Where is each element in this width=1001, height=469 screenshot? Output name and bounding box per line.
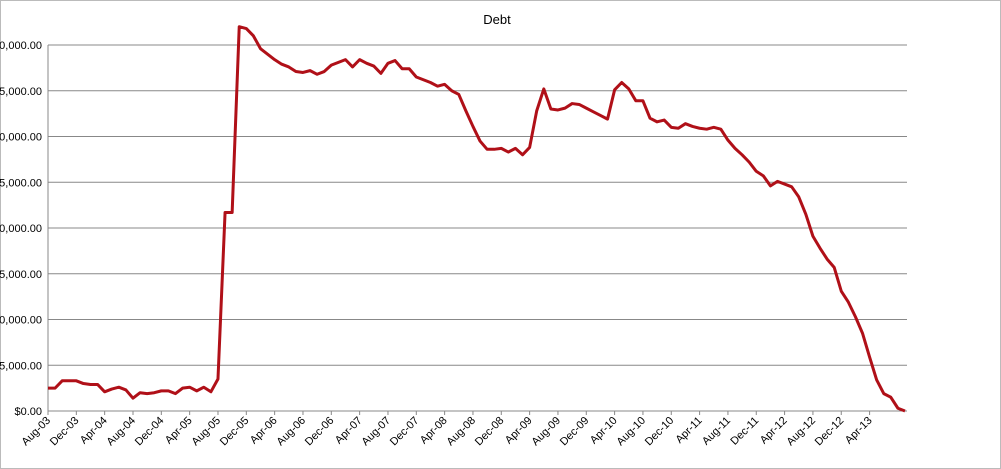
y-tick-label: $30,000.00 — [0, 132, 42, 144]
y-tick-label: $25,000.00 — [0, 177, 42, 189]
y-tick-label: $5,000.00 — [0, 360, 42, 372]
y-tick-label: $35,000.00 — [0, 86, 42, 98]
y-tick-label: $0.00 — [14, 406, 42, 418]
y-tick-label: $10,000.00 — [0, 315, 42, 327]
y-tick-label: $15,000.00 — [0, 269, 42, 281]
chart-title: Debt — [483, 12, 511, 27]
data-line — [48, 25, 906, 413]
y-tick-label: $20,000.00 — [0, 223, 42, 235]
y-tick-label: $40,000.00 — [0, 40, 42, 52]
